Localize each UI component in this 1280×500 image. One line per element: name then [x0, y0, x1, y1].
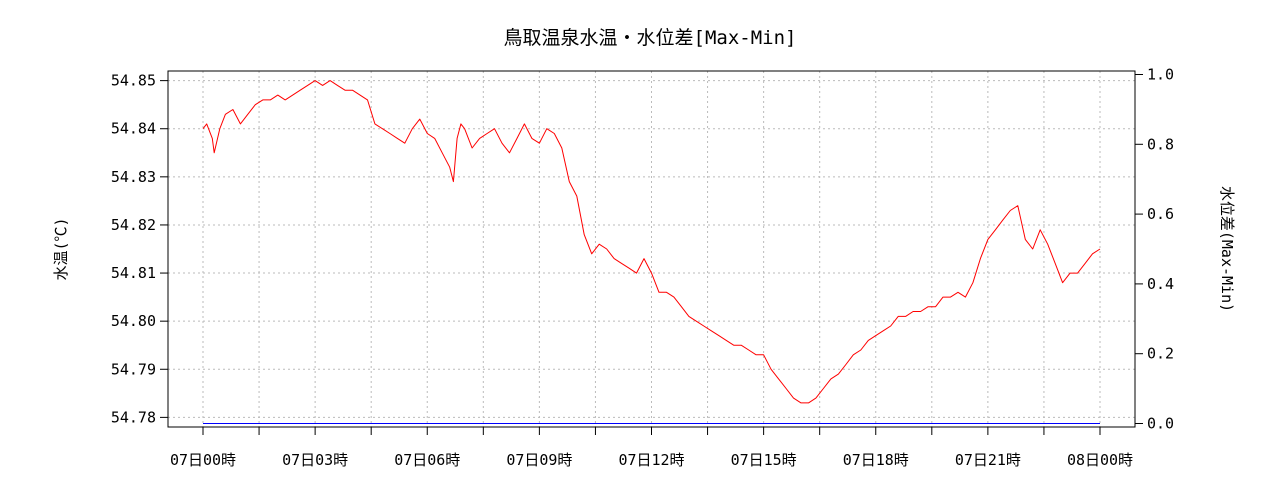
plot-frame: [167, 70, 1136, 428]
y-tick-label-left: 54.85: [111, 72, 156, 90]
x-tick-label: 07日21時: [955, 451, 1021, 469]
grid-layer: [168, 71, 1135, 427]
x-tick-label: 07日06時: [394, 451, 460, 469]
y-tick-label-right: 1.0: [1147, 65, 1174, 83]
y-axis-label-left: 水温(℃): [52, 217, 70, 280]
y-tick-label-right: 0.4: [1147, 275, 1174, 293]
water-temp-line: [202, 80, 1101, 404]
y-tick-label-right: 0.8: [1147, 135, 1174, 153]
y-tick-label-right: 0.2: [1147, 345, 1174, 363]
y-tick-label-left: 54.82: [111, 216, 156, 234]
y-tick-label-left: 54.78: [111, 408, 156, 426]
y-tick-label-left: 54.81: [111, 264, 156, 282]
axes-layer: 07日00時 07日03時 07日06時 07日09時 07日12時 07日15時 07日1…: [111, 65, 1174, 469]
y-tick-label-right: 0.6: [1147, 205, 1174, 223]
y-tick-label-right: 0.0: [1147, 415, 1174, 433]
x-tick-label: 07日00時: [170, 451, 236, 469]
x-tick-label: 07日12時: [618, 451, 684, 469]
y-tick-label-left: 54.79: [111, 360, 156, 378]
x-tick-label: 07日18時: [843, 451, 909, 469]
y-tick-label-left: 54.84: [111, 120, 156, 138]
x-tick-label: 07日15時: [731, 451, 797, 469]
y-tick-label-left: 54.83: [111, 168, 156, 186]
series-layer: [202, 80, 1101, 424]
x-tick-label: 07日03時: [282, 451, 348, 469]
x-tick-label: 07日09時: [506, 451, 572, 469]
y-axis-label-right: 水位差(Max-Min): [1218, 186, 1236, 312]
y-tick-label-left: 54.80: [111, 312, 156, 330]
chart-title: 鳥取温泉水温・水位差[Max-Min]: [504, 27, 797, 49]
x-tick-label: 08日00時: [1067, 451, 1133, 469]
